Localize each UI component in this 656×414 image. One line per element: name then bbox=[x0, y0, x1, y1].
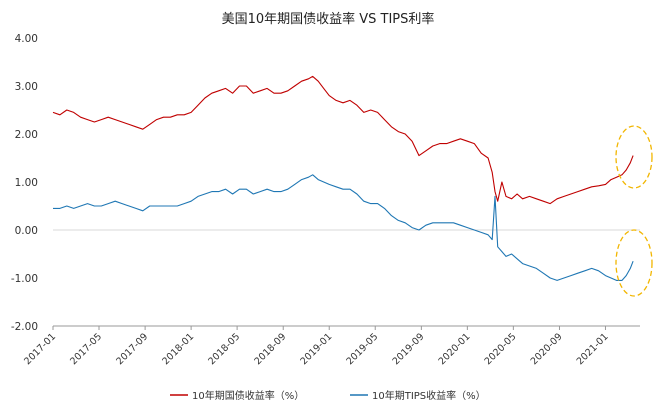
y-axis-ticks: 4.00 3.00 2.00 1.00 0.00 -1.00 -2.00 bbox=[11, 33, 38, 333]
x-tick-label: 2017-01 bbox=[22, 331, 58, 367]
x-tick-label: 2020-05 bbox=[483, 331, 519, 367]
highlight-ellipse-nominal bbox=[615, 125, 653, 189]
annotations bbox=[615, 125, 653, 297]
x-tick-label: 2021-01 bbox=[575, 331, 611, 367]
y-tick-label: 3.00 bbox=[15, 81, 38, 93]
y-tick-label: 0.00 bbox=[15, 225, 38, 237]
legend-label-nominal: 10年期国债收益率（%） bbox=[192, 389, 304, 402]
x-axis: 2017-01 2017-05 2017-09 2018-01 2018-05 2018-… bbox=[22, 229, 640, 367]
y-tick-label: -1.00 bbox=[11, 273, 38, 285]
x-tick-label: 2018-01 bbox=[160, 331, 196, 367]
x-tick-label: 2017-05 bbox=[68, 331, 104, 367]
series-line-10y-tips bbox=[53, 174, 634, 281]
x-tick-label: 2020-09 bbox=[529, 331, 565, 367]
chart-title: 美国10年期国债收益率 VS TIPS利率 bbox=[222, 11, 435, 27]
y-tick-label: 4.00 bbox=[15, 33, 38, 45]
y-tick-label: 1.00 bbox=[15, 177, 38, 189]
x-tick-label: 2020-01 bbox=[437, 331, 473, 367]
x-tick-label: 2019-09 bbox=[391, 331, 427, 367]
x-tick-label: 2018-05 bbox=[206, 331, 242, 367]
y-tick-label: -2.00 bbox=[11, 321, 38, 333]
x-tick-label: 2017-09 bbox=[114, 331, 150, 367]
series-line-10y-treasury bbox=[52, 75, 634, 205]
x-tick-label: 2019-01 bbox=[299, 331, 335, 367]
legend: 10年期国债收益率（%） 10年期TIPS收益率（%） bbox=[170, 389, 486, 402]
y-tick-label: 2.00 bbox=[15, 129, 38, 141]
legend-label-tips: 10年期TIPS收益率（%） bbox=[372, 389, 486, 402]
x-tick-label: 2018-09 bbox=[253, 331, 289, 367]
series-layer bbox=[52, 75, 634, 281]
x-tick-label: 2019-05 bbox=[344, 331, 380, 367]
highlight-ellipse-tips bbox=[615, 229, 653, 297]
